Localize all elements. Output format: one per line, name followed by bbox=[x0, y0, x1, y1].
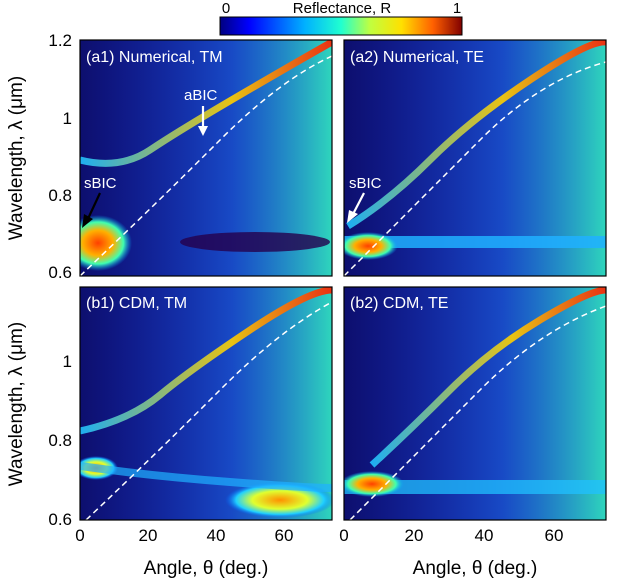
y-tick-top-0.6: 0.6 bbox=[48, 263, 72, 282]
x-axis-label-left: Angle, θ (deg.) bbox=[144, 558, 269, 579]
panel-a2 bbox=[344, 40, 606, 276]
panel-a1-resonance-band bbox=[80, 40, 332, 167]
panel-b2-horizontal-band bbox=[344, 480, 606, 494]
x-tick-left-20: 20 bbox=[139, 526, 158, 545]
panel-b2-title: (b2) CDM, TE bbox=[350, 295, 448, 312]
y-ticks-bottom: 0.6 0.8 1 bbox=[48, 352, 72, 529]
panel-a2-horizontal-band bbox=[344, 236, 606, 248]
panel-b1-frame bbox=[79, 286, 333, 521]
colorbar-gradient bbox=[219, 16, 463, 36]
panel-a2-hot-region bbox=[344, 232, 398, 260]
panel-b1 bbox=[80, 287, 332, 520]
x-tick-right-60: 60 bbox=[545, 526, 564, 545]
y-ticks-top: 0.6 0.8 1 1.2 bbox=[48, 31, 72, 282]
x-tick-left-60: 60 bbox=[275, 526, 294, 545]
x-axis-label-right: Angle, θ (deg.) bbox=[413, 558, 538, 579]
x-tick-right-0: 0 bbox=[339, 526, 348, 545]
y-tick-bottom-0.6: 0.6 bbox=[48, 510, 72, 529]
panel-b1-title: (b1) CDM, TM bbox=[86, 295, 187, 312]
x-tick-left-40: 40 bbox=[207, 526, 226, 545]
y-tick-top-0.8: 0.8 bbox=[48, 186, 72, 205]
arrowhead-sbic-a2 bbox=[347, 210, 358, 223]
panel-a2-frame bbox=[343, 39, 607, 277]
x-tick-right-40: 40 bbox=[475, 526, 494, 545]
y-axis-label-bottom: Wavelength, λ (μm) bbox=[6, 322, 27, 486]
arrowhead-sbic-a1 bbox=[82, 214, 93, 228]
x-ticks-right: 0 20 40 60 bbox=[339, 526, 563, 545]
colorbar: 0 Reflectance, R 1 bbox=[219, 0, 463, 36]
annotation-sbic-a1: sBIC bbox=[84, 175, 117, 192]
y-axis-label-top: Wavelength, λ (μm) bbox=[6, 76, 27, 240]
panel-b1-resonance-band bbox=[80, 287, 332, 435]
panel-a2-title: (a2) Numerical, TE bbox=[350, 49, 484, 66]
colorbar-min-label: 0 bbox=[222, 0, 230, 17]
panel-a1-dark-band bbox=[180, 232, 330, 252]
panel-a1-light-line bbox=[80, 55, 332, 276]
y-tick-bottom-1: 1 bbox=[63, 352, 72, 371]
annotation-abic-a1: aBIC bbox=[184, 87, 218, 104]
panel-a1-title: (a1) Numerical, TM bbox=[86, 49, 223, 66]
colorbar-max-label: 1 bbox=[453, 0, 461, 17]
panel-a2-resonance-band bbox=[346, 40, 606, 229]
x-ticks-left: 0 20 40 60 bbox=[75, 526, 293, 545]
x-tick-right-20: 20 bbox=[405, 526, 424, 545]
colorbar-title: Reflectance, R bbox=[293, 0, 392, 17]
arrowhead-abic-a1 bbox=[198, 126, 208, 136]
panel-b2 bbox=[344, 287, 606, 520]
panel-b2-light-line bbox=[349, 305, 606, 520]
annotation-sbic-a2: sBIC bbox=[349, 175, 382, 192]
panel-a2-light-line bbox=[344, 61, 606, 276]
panel-b2-hot-region bbox=[344, 471, 404, 497]
y-tick-bottom-0.8: 0.8 bbox=[48, 431, 72, 450]
panel-a1 bbox=[80, 40, 332, 276]
panel-a1-hot-region bbox=[80, 215, 132, 271]
panel-a1-frame bbox=[79, 39, 333, 277]
y-tick-top-1.2: 1.2 bbox=[48, 31, 72, 50]
annotations: sBIC aBIC sBIC bbox=[82, 87, 382, 228]
panel-b2-resonance-band bbox=[369, 287, 606, 468]
panel-b2-frame bbox=[343, 286, 607, 521]
x-tick-left-0: 0 bbox=[75, 526, 84, 545]
panel-b1-lower-band bbox=[80, 462, 332, 492]
y-tick-top-1: 1 bbox=[63, 109, 72, 128]
